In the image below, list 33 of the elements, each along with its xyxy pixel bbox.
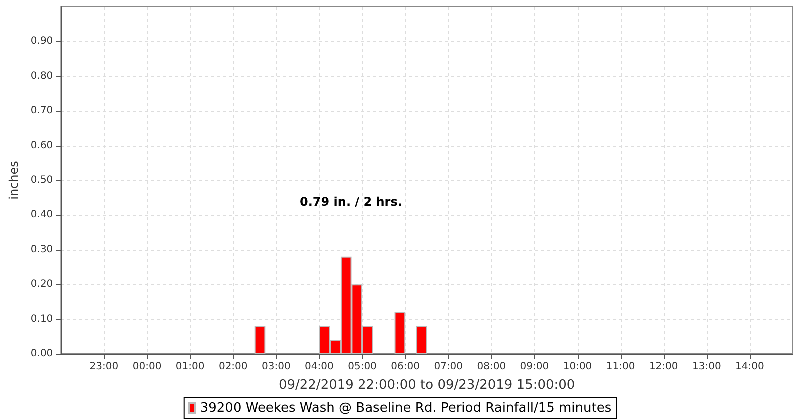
x-tick-label: 23:00 [90, 362, 119, 372]
y-tick-label: 0.20 [30, 279, 54, 290]
x-tick-label: 10:00 [563, 362, 592, 372]
y-tick-label: 0.70 [30, 106, 54, 117]
bar [394, 312, 406, 354]
x-tick-label: 03:00 [262, 362, 291, 372]
x-tick-label: 09:00 [520, 362, 550, 372]
x-tick-label: 14:00 [736, 362, 764, 372]
bar [254, 326, 266, 354]
x-tick-label: 13:00 [692, 362, 722, 372]
x-tick-label: 02:00 [218, 362, 248, 372]
x-tick-label: 12:00 [649, 362, 678, 372]
y-tick-label: 0.00 [30, 348, 54, 360]
annotation: 0.79 in. / 2 hrs. [300, 195, 402, 209]
x-tick-label: 08:00 [477, 362, 506, 372]
y-tick-label: 0.80 [30, 70, 54, 82]
legend-label: 39200 Weekes Wash @ Baseline Rd. Period Rainfall/15 minutes [200, 401, 612, 416]
y-tick-label: 0.30 [30, 244, 54, 256]
x-tick-label: 07:00 [434, 362, 464, 372]
y-axis-title: inches [7, 161, 21, 200]
x-tick-label: 06:00 [391, 362, 420, 372]
x-tick-label: 05:00 [348, 362, 377, 372]
x-tick-label: 01:00 [176, 362, 205, 372]
y-tick-label: 0.50 [30, 175, 54, 186]
y-tick-label: 0.40 [30, 210, 54, 221]
x-tick-label: 11:00 [606, 362, 636, 372]
x-tick-label: 00:00 [132, 362, 162, 372]
y-tick-label: 0.10 [30, 314, 54, 325]
x-tick-label: 04:00 [305, 362, 334, 372]
x-axis-title: 09/22/2019 22:00:00 to 09/23/2019 15:00:00 [278, 378, 576, 393]
y-tick-label: 0.90 [30, 36, 54, 48]
y-tick-label: 0.60 [30, 140, 54, 152]
bar [416, 326, 428, 354]
